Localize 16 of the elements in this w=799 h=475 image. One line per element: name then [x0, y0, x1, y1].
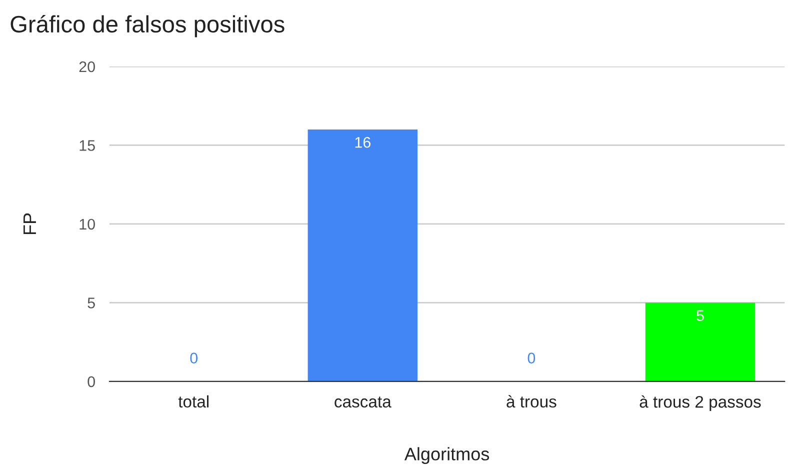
y-tick-label: 5 — [88, 298, 95, 308]
data-label: 0 — [190, 352, 198, 364]
y-tick-label: 0 — [88, 376, 95, 388]
data-label: 5 — [696, 310, 704, 321]
y-tick-label: 20 — [79, 61, 95, 72]
chart-title: Gráfico de falsos positivos — [10, 14, 284, 38]
data-label: 16 — [355, 136, 370, 148]
y-tick-label: 10 — [80, 218, 95, 230]
x-tick-label: à trous — [506, 395, 556, 408]
x-tick-label: total — [178, 395, 208, 408]
y-axis-title: FP — [24, 213, 36, 234]
y-tick-label: 15 — [80, 140, 95, 151]
x-axis-title: Algoritmos — [404, 447, 490, 464]
x-tick-label: à trous 2 passos — [640, 395, 761, 412]
data-label: 0 — [528, 352, 536, 364]
x-tick-label: cascata — [334, 396, 392, 408]
